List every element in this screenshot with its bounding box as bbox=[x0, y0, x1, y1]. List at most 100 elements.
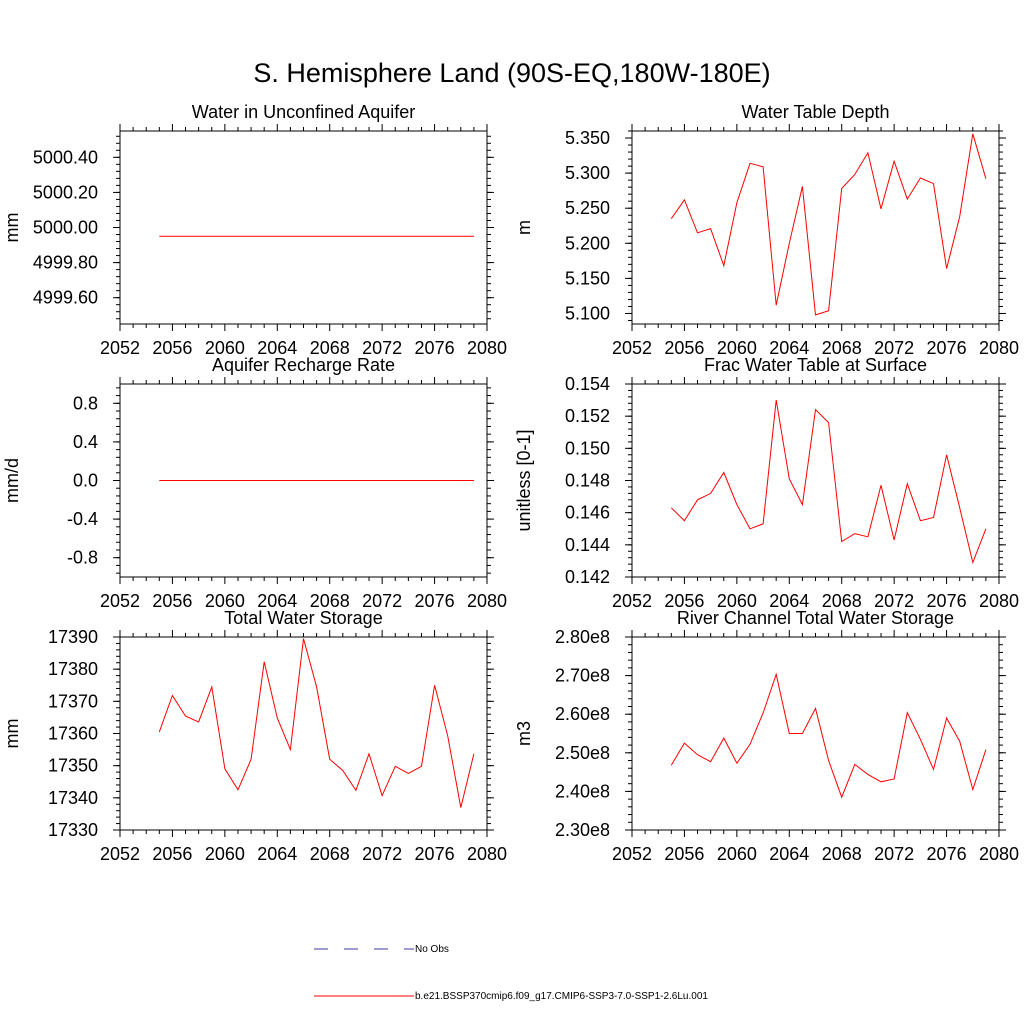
y-axis-label: unitless [0-1] bbox=[514, 429, 534, 531]
x-tick-label: 2060 bbox=[717, 591, 757, 611]
x-tick-label: 2072 bbox=[362, 591, 402, 611]
x-tick-label: 2052 bbox=[100, 591, 140, 611]
y-tick-label: 5000.00 bbox=[33, 218, 98, 238]
x-tick-label: 2068 bbox=[822, 338, 862, 358]
x-tick-label: 2056 bbox=[664, 338, 704, 358]
y-tick-label: 17330 bbox=[48, 820, 98, 840]
x-tick-label: 2052 bbox=[612, 591, 652, 611]
x-tick-label: 2056 bbox=[152, 338, 192, 358]
x-tick-label: 2076 bbox=[415, 338, 455, 358]
y-tick-label: 5.350 bbox=[565, 128, 610, 148]
y-tick-label: 5.250 bbox=[565, 198, 610, 218]
y-axis-label: m3 bbox=[514, 721, 534, 746]
panel-title: Water in Unconfined Aquifer bbox=[192, 102, 415, 122]
x-tick-label: 2080 bbox=[979, 844, 1019, 864]
y-tick-label: 2.80e8 bbox=[555, 627, 610, 647]
x-tick-label: 2072 bbox=[362, 844, 402, 864]
panel-2: Water Table Depth m 2052 2056 2060 2064 2068 20… bbox=[514, 102, 1019, 358]
x-tick-label: 2052 bbox=[612, 844, 652, 864]
y-tick-label: 2.40e8 bbox=[555, 781, 610, 801]
x-tick-label: 2060 bbox=[717, 338, 757, 358]
legend: No Obs b.e21.BSSP370cmip6.f09_g17.CMIP6-… bbox=[314, 944, 708, 1002]
x-tick-label: 2068 bbox=[310, 338, 350, 358]
x-tick-label: 2068 bbox=[310, 591, 350, 611]
y-tick-label: 2.70e8 bbox=[555, 666, 610, 686]
x-tick-label: 2064 bbox=[769, 844, 809, 864]
plot-frame bbox=[119, 636, 488, 831]
x-tick-label: 2056 bbox=[152, 844, 192, 864]
y-tick-label: 5.200 bbox=[565, 233, 610, 253]
x-tick-label: 2056 bbox=[152, 591, 192, 611]
plot-frame bbox=[631, 130, 1000, 325]
figure-title: S. Hemisphere Land (90S-EQ,180W-180E) bbox=[253, 58, 770, 88]
y-tick-label: -0.8 bbox=[67, 548, 98, 568]
y-tick-label: 0.144 bbox=[565, 535, 610, 555]
x-tick-label: 2080 bbox=[467, 844, 507, 864]
y-tick-label: 0.148 bbox=[565, 471, 610, 491]
y-tick-label: 0.150 bbox=[565, 438, 610, 458]
y-tick-label: 17350 bbox=[48, 756, 98, 776]
x-tick-label: 2060 bbox=[717, 844, 757, 864]
y-tick-label: 2.30e8 bbox=[555, 820, 610, 840]
y-axis-label: mm/d bbox=[2, 458, 22, 503]
panel-title: Water Table Depth bbox=[741, 102, 889, 122]
y-tick-label: 17390 bbox=[48, 627, 98, 647]
y-tick-label: 17370 bbox=[48, 691, 98, 711]
x-tick-label: 2076 bbox=[927, 591, 967, 611]
y-tick-label: 5.100 bbox=[565, 303, 610, 323]
x-tick-label: 2072 bbox=[874, 844, 914, 864]
y-axis-label: mm bbox=[2, 719, 22, 749]
x-tick-label: 2060 bbox=[205, 844, 245, 864]
y-tick-label: 5.300 bbox=[565, 163, 610, 183]
x-tick-label: 2072 bbox=[874, 338, 914, 358]
x-tick-label: 2064 bbox=[769, 591, 809, 611]
y-tick-label: 4999.60 bbox=[33, 288, 98, 308]
x-tick-label: 2080 bbox=[467, 338, 507, 358]
x-tick-label: 2068 bbox=[310, 844, 350, 864]
y-tick-label: 2.60e8 bbox=[555, 704, 610, 724]
y-tick-label: 5.150 bbox=[565, 268, 610, 288]
x-tick-label: 2076 bbox=[927, 338, 967, 358]
x-tick-label: 2060 bbox=[205, 591, 245, 611]
panel-title: Aquifer Recharge Rate bbox=[212, 355, 395, 375]
panel-4: Frac Water Table at Surface unitless [0-1… bbox=[514, 355, 1019, 611]
plot-frame bbox=[631, 636, 1000, 831]
y-tick-label: 17360 bbox=[48, 724, 98, 744]
x-tick-label: 2064 bbox=[257, 338, 297, 358]
x-tick-label: 2056 bbox=[664, 844, 704, 864]
x-tick-label: 2052 bbox=[100, 338, 140, 358]
panel-title: Frac Water Table at Surface bbox=[704, 355, 927, 375]
x-tick-label: 2064 bbox=[257, 844, 297, 864]
x-tick-label: 2076 bbox=[415, 844, 455, 864]
x-tick-label: 2068 bbox=[822, 591, 862, 611]
y-tick-label: -0.4 bbox=[67, 509, 98, 529]
y-tick-label: 0.0 bbox=[73, 471, 98, 491]
plot-frame bbox=[119, 130, 488, 325]
y-tick-label: 17340 bbox=[48, 788, 98, 808]
y-tick-label: 0.146 bbox=[565, 503, 610, 523]
x-tick-label: 2080 bbox=[467, 591, 507, 611]
panel-1: Water in Unconfined Aquifer mm 2052 2056 206… bbox=[2, 102, 507, 358]
x-tick-label: 2076 bbox=[415, 591, 455, 611]
y-tick-label: 4999.80 bbox=[33, 253, 98, 273]
y-tick-label: 2.50e8 bbox=[555, 743, 610, 763]
series-line bbox=[670, 133, 987, 316]
y-axis-label: mm bbox=[2, 213, 22, 243]
panel-5: Total Water Storage mm 2052 2056 2060 2064 206… bbox=[2, 608, 507, 864]
x-tick-label: 2072 bbox=[362, 338, 402, 358]
panels: Water in Unconfined Aquifer mm 2052 2056 206… bbox=[2, 102, 1019, 864]
y-tick-label: 5000.40 bbox=[33, 147, 98, 167]
y-tick-label: 17380 bbox=[48, 659, 98, 679]
x-tick-label: 2052 bbox=[612, 338, 652, 358]
x-tick-label: 2080 bbox=[979, 338, 1019, 358]
series-line bbox=[670, 672, 987, 799]
x-tick-label: 2080 bbox=[979, 591, 1019, 611]
y-tick-label: 0.8 bbox=[73, 393, 98, 413]
series-line bbox=[670, 400, 987, 565]
y-axis-label: m bbox=[514, 220, 534, 235]
legend-obs-label: No Obs bbox=[415, 944, 449, 955]
y-tick-label: 0.154 bbox=[565, 374, 610, 394]
legend-model-label: b.e21.BSSP370cmip6.f09_g17.CMIP6-SSP3-7.… bbox=[415, 991, 708, 1002]
